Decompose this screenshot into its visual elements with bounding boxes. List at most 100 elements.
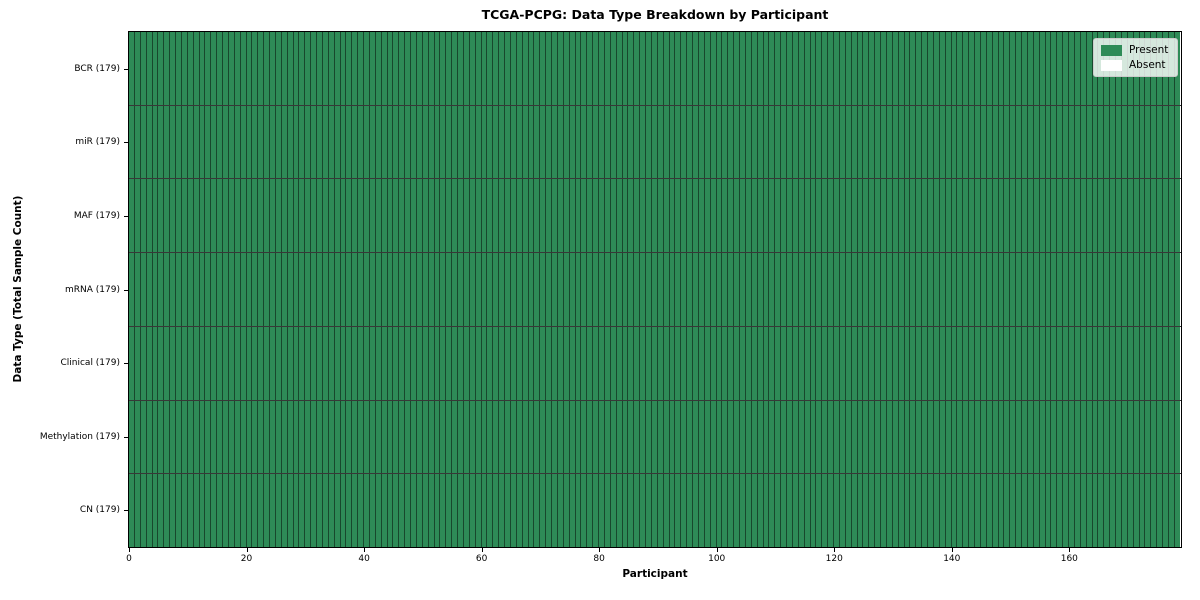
heatmap-cell	[368, 326, 375, 400]
y-tick-mark	[124, 142, 128, 144]
heatmap-cell	[639, 179, 645, 253]
heatmap-cell	[592, 32, 598, 105]
heatmap-cell	[727, 400, 734, 474]
heatmap-cell	[222, 32, 228, 105]
heatmap-cell	[1073, 253, 1080, 326]
heatmap-cell	[457, 253, 463, 326]
heatmap-cell	[551, 253, 557, 326]
heatmap-cell	[509, 326, 516, 400]
heatmap-cell	[1138, 326, 1145, 400]
heatmap-cell	[339, 105, 346, 179]
heatmap-cell	[504, 105, 510, 179]
heatmap-cell	[938, 105, 945, 179]
heatmap-cell	[462, 474, 469, 548]
heatmap-cell	[257, 400, 264, 474]
heatmap-cell	[1120, 253, 1127, 326]
heatmap-cell	[650, 105, 657, 179]
heatmap-cell	[909, 179, 916, 253]
heatmap-cell	[163, 32, 170, 105]
heatmap-cell	[562, 253, 569, 326]
heatmap-cell	[897, 326, 904, 400]
heatmap-cell	[551, 400, 557, 474]
heatmap-cell	[1009, 105, 1016, 179]
heatmap-cell	[404, 32, 410, 105]
heatmap-cell	[768, 474, 775, 548]
heatmap-cell	[1109, 326, 1115, 400]
heatmap-cell	[327, 474, 334, 548]
heatmap-cell	[1138, 474, 1145, 548]
heatmap-cell	[321, 105, 328, 179]
heatmap-cell	[404, 326, 410, 400]
heatmap-cell	[386, 179, 393, 253]
heatmap-cell	[880, 326, 886, 400]
heatmap-cell	[439, 179, 446, 253]
heatmap-cell	[1073, 400, 1080, 474]
heatmap-cell	[321, 32, 328, 105]
heatmap-cell	[744, 105, 751, 179]
heatmap-cell	[715, 105, 722, 179]
heatmap-cell	[880, 179, 886, 253]
heatmap-cell	[609, 326, 616, 400]
heatmap-cell	[251, 179, 258, 253]
heatmap-cell	[974, 105, 980, 179]
heatmap-cell	[739, 400, 745, 474]
heatmap-cell	[304, 474, 311, 548]
heatmap-cell	[233, 32, 240, 105]
heatmap-cell	[486, 400, 493, 474]
heatmap-cell	[1026, 400, 1033, 474]
heatmap-cell	[780, 326, 786, 400]
heatmap-cell	[204, 474, 211, 548]
heatmap-cell	[856, 32, 863, 105]
heatmap-cell	[204, 179, 211, 253]
heatmap-cell	[744, 326, 751, 400]
heatmap-cell	[1021, 105, 1027, 179]
heatmap-cell	[280, 400, 287, 474]
heatmap-row-mir	[129, 104, 1181, 179]
heatmap-cell	[233, 253, 240, 326]
heatmap-cell	[392, 474, 399, 548]
heatmap-cell	[386, 326, 393, 400]
heatmap-cell	[139, 474, 146, 548]
heatmap-cell	[650, 474, 657, 548]
x-tick-mark	[246, 548, 248, 552]
heatmap-cell	[1120, 474, 1127, 548]
heatmap-cell	[668, 179, 675, 253]
heatmap-cell	[715, 400, 722, 474]
heatmap-cell	[1050, 474, 1057, 548]
heatmap-cell	[280, 474, 287, 548]
heatmap-cell	[603, 105, 610, 179]
heatmap-cell	[903, 253, 910, 326]
heatmap-cell	[556, 179, 563, 253]
heatmap-cell	[639, 400, 645, 474]
heatmap-cell	[145, 326, 152, 400]
heatmap-cell	[129, 179, 134, 253]
heatmap-cell	[915, 326, 922, 400]
heatmap-cell	[903, 326, 910, 400]
heatmap-cell	[451, 32, 457, 105]
heatmap-cell	[674, 32, 681, 105]
heatmap-cell	[333, 474, 340, 548]
heatmap-cell	[263, 326, 269, 400]
heatmap-cell	[1062, 105, 1068, 179]
heatmap-cell	[545, 105, 551, 179]
heatmap-cell	[1021, 400, 1027, 474]
heatmap-cell	[480, 474, 487, 548]
heatmap-cell	[780, 400, 786, 474]
heatmap-cell	[1167, 474, 1174, 548]
heatmap-cell	[374, 179, 381, 253]
heatmap-cell	[298, 326, 305, 400]
heatmap-cell	[1032, 326, 1039, 400]
heatmap-cell	[844, 253, 851, 326]
heatmap-cell	[286, 179, 293, 253]
heatmap-cell	[944, 253, 951, 326]
heatmap-cell	[192, 32, 199, 105]
heatmap-cell	[292, 179, 299, 253]
heatmap-cell	[180, 105, 187, 179]
heatmap-cell	[474, 400, 481, 474]
heatmap-cell	[1038, 253, 1045, 326]
heatmap-cell	[703, 400, 710, 474]
heatmap-cell	[662, 179, 669, 253]
heatmap-cell	[556, 474, 563, 548]
heatmap-cell	[868, 32, 875, 105]
heatmap-cell	[239, 32, 246, 105]
